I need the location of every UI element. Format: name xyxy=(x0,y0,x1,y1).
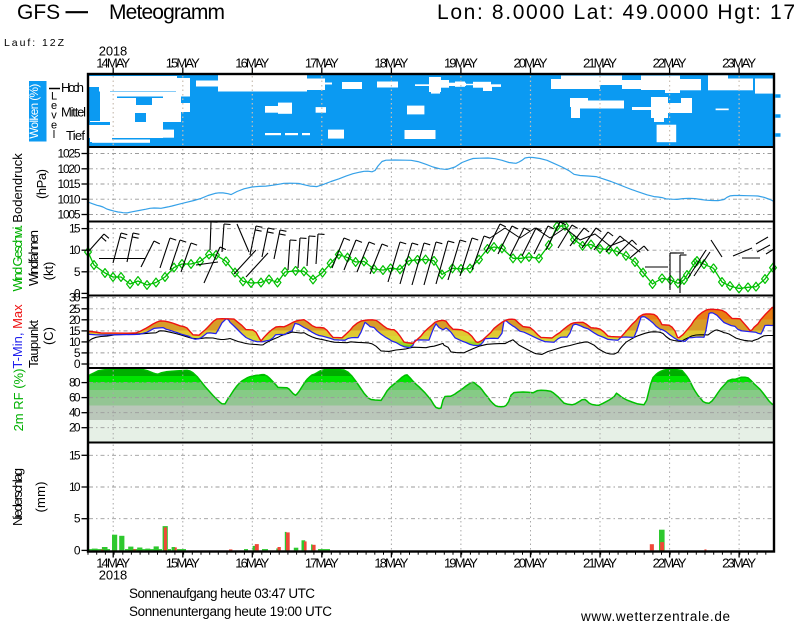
svg-text:17MAY: 17MAY xyxy=(305,56,339,71)
svg-text:16MAY: 16MAY xyxy=(235,56,269,71)
svg-text:GFS: GFS xyxy=(17,1,60,24)
svg-text:e: e xyxy=(51,119,57,131)
svg-text:5: 5 xyxy=(74,265,81,279)
svg-text:Windfahnen: Windfahnen xyxy=(26,230,41,286)
svg-text:Lon: 8.0000 Lat: 49.0000 Hgt:: Lon: 8.0000 Lat: 49.0000 Hgt: 17 xyxy=(437,1,795,24)
svg-text:2018: 2018 xyxy=(99,568,128,583)
svg-text:20MAY: 20MAY xyxy=(514,556,548,571)
svg-text:Hoch: Hoch xyxy=(61,80,84,95)
svg-text:0: 0 xyxy=(74,286,81,300)
svg-text:40: 40 xyxy=(69,406,81,420)
svg-text:15: 15 xyxy=(69,324,81,338)
svg-text:2m RF (%): 2m RF (%) xyxy=(11,369,26,432)
svg-text:Bodendruck: Bodendruck xyxy=(10,153,25,223)
svg-text:Sonnenuntergang heute 19:00 UT: Sonnenuntergang heute 19:00 UTC xyxy=(129,604,332,619)
svg-text:10: 10 xyxy=(69,480,81,494)
svg-text:21MAY: 21MAY xyxy=(583,556,617,571)
svg-text:Mittel: Mittel xyxy=(61,105,86,120)
svg-text:l: l xyxy=(53,129,55,141)
svg-text:L: L xyxy=(51,91,57,103)
svg-text:(kt): (kt) xyxy=(41,262,56,281)
svg-text:20: 20 xyxy=(69,313,81,327)
svg-text:e: e xyxy=(51,100,57,112)
svg-text:15MAY: 15MAY xyxy=(166,556,200,571)
svg-text:1020: 1020 xyxy=(58,162,81,176)
svg-text:1025: 1025 xyxy=(58,147,81,161)
svg-text:Lauf: 12Z: Lauf: 12Z xyxy=(4,37,65,49)
svg-text:1015: 1015 xyxy=(58,177,81,191)
svg-text:18MAY: 18MAY xyxy=(374,556,408,571)
svg-text:0: 0 xyxy=(74,357,81,371)
svg-text:60: 60 xyxy=(69,391,81,405)
svg-text:14MAY: 14MAY xyxy=(96,56,130,71)
svg-text:22MAY: 22MAY xyxy=(653,56,687,71)
svg-text:10: 10 xyxy=(69,243,81,257)
svg-text:20: 20 xyxy=(69,421,81,435)
svg-text:23MAY: 23MAY xyxy=(722,56,756,71)
svg-text:Meteogramm: Meteogramm xyxy=(109,1,225,24)
svg-text:15MAY: 15MAY xyxy=(166,56,200,71)
svg-text:2018: 2018 xyxy=(99,44,128,59)
svg-text:www.wetterzentrale.de: www.wetterzentrale.de xyxy=(580,609,730,624)
svg-text:Wolken (%): Wolken (%) xyxy=(27,84,41,139)
svg-text:15: 15 xyxy=(69,222,81,236)
svg-text:18MAY: 18MAY xyxy=(374,56,408,71)
svg-text:19MAY: 19MAY xyxy=(444,556,478,571)
svg-text:19MAY: 19MAY xyxy=(444,56,478,71)
svg-text:21MAY: 21MAY xyxy=(583,56,617,71)
svg-text:Sonnenaufgang heute 03:47 UTC: Sonnenaufgang heute 03:47 UTC xyxy=(129,586,315,601)
svg-text:17MAY: 17MAY xyxy=(305,556,339,571)
svg-text:80: 80 xyxy=(69,376,81,390)
svg-text:T-Min, Max: T-Min, Max xyxy=(10,304,25,369)
svg-text:Niederschlag: Niederschlag xyxy=(10,468,25,526)
svg-text:Taupunkt: Taupunkt xyxy=(26,320,41,368)
svg-text:(C): (C) xyxy=(41,327,56,345)
svg-text:14MAY: 14MAY xyxy=(96,556,130,571)
svg-text:v: v xyxy=(51,110,57,122)
svg-text:5: 5 xyxy=(74,346,81,360)
svg-text:(hPa): (hPa) xyxy=(34,169,49,199)
svg-text:1010: 1010 xyxy=(58,192,81,206)
svg-text:22MAY: 22MAY xyxy=(653,556,687,571)
svg-text:20MAY: 20MAY xyxy=(514,56,548,71)
svg-text:10: 10 xyxy=(69,335,81,349)
svg-text:0: 0 xyxy=(74,543,81,557)
svg-text:5: 5 xyxy=(74,512,81,526)
svg-text:(mm): (mm) xyxy=(33,482,48,513)
svg-text:30: 30 xyxy=(69,291,81,305)
svg-text:Tief: Tief xyxy=(66,128,85,143)
svg-text:Wind Geschwi.: Wind Geschwi. xyxy=(10,225,25,292)
svg-text:23MAY: 23MAY xyxy=(722,556,756,571)
svg-text:1005: 1005 xyxy=(58,208,81,222)
svg-text:25: 25 xyxy=(69,302,81,316)
svg-text:16MAY: 16MAY xyxy=(235,556,269,571)
svg-text:15: 15 xyxy=(69,448,81,462)
